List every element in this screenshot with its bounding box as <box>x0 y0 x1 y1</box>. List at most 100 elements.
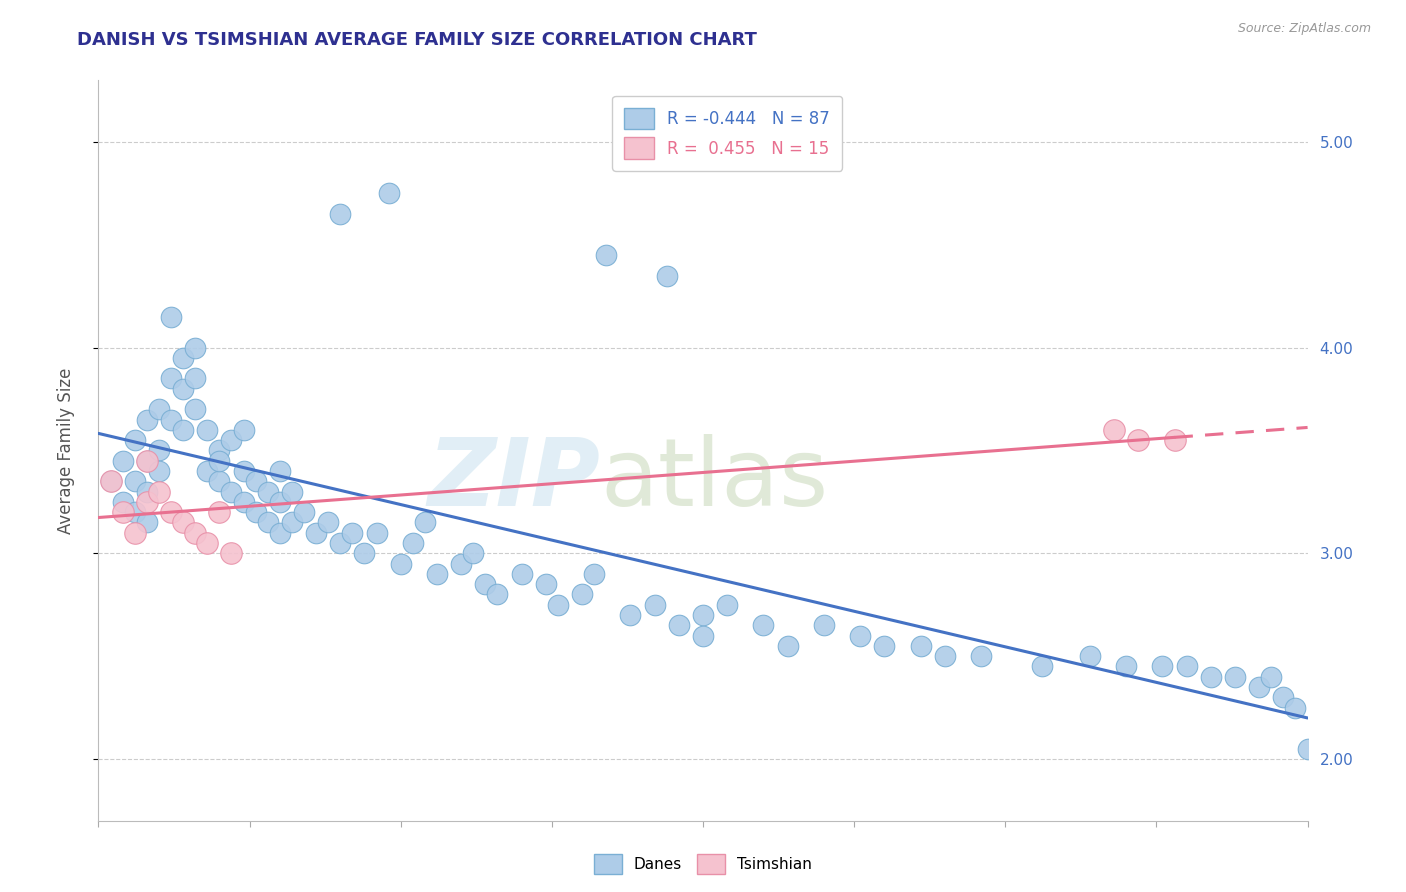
Point <box>970 649 993 664</box>
Point <box>100 475 122 489</box>
Point <box>534 577 557 591</box>
Point <box>124 433 146 447</box>
Point <box>221 484 243 499</box>
Point <box>135 484 157 499</box>
Point <box>316 516 339 530</box>
Point <box>111 495 134 509</box>
Point <box>1284 700 1306 714</box>
Point <box>1175 659 1198 673</box>
Point <box>160 505 183 519</box>
Point <box>329 207 352 221</box>
Point <box>776 639 799 653</box>
Point <box>486 587 509 601</box>
Text: ZIP: ZIP <box>427 434 600 526</box>
Point <box>583 566 606 581</box>
Point <box>172 423 194 437</box>
Point <box>208 443 231 458</box>
Point <box>413 516 436 530</box>
Point <box>716 598 738 612</box>
Point <box>292 505 315 519</box>
Point <box>813 618 835 632</box>
Point <box>160 412 183 426</box>
Point <box>668 618 690 632</box>
Point <box>195 423 218 437</box>
Point <box>329 536 352 550</box>
Point <box>172 382 194 396</box>
Point <box>281 484 304 499</box>
Point <box>148 443 170 458</box>
Point <box>148 464 170 478</box>
Point <box>450 557 472 571</box>
Point <box>342 525 364 540</box>
Point <box>1078 649 1101 664</box>
Point <box>571 587 593 601</box>
Point <box>221 433 243 447</box>
Point <box>752 618 775 632</box>
Point <box>1199 670 1222 684</box>
Point <box>208 505 231 519</box>
Point <box>172 351 194 365</box>
Point <box>148 484 170 499</box>
Point <box>849 628 872 642</box>
Point <box>655 268 678 283</box>
Point <box>208 475 231 489</box>
Point <box>547 598 569 612</box>
Point <box>148 402 170 417</box>
Text: DANISH VS TSIMSHIAN AVERAGE FAMILY SIZE CORRELATION CHART: DANISH VS TSIMSHIAN AVERAGE FAMILY SIZE … <box>77 31 758 49</box>
Point <box>873 639 896 653</box>
Point <box>111 505 134 519</box>
Point <box>644 598 666 612</box>
Point <box>135 454 157 468</box>
Point <box>1249 680 1271 694</box>
Point <box>474 577 496 591</box>
Point <box>1102 423 1125 437</box>
Point <box>256 484 278 499</box>
Point <box>426 566 449 581</box>
Point <box>305 525 328 540</box>
Point <box>463 546 485 560</box>
Point <box>619 607 641 622</box>
Point <box>256 516 278 530</box>
Point <box>184 371 207 385</box>
Point <box>510 566 533 581</box>
Point <box>366 525 388 540</box>
Point <box>692 607 714 622</box>
Point <box>595 248 617 262</box>
Point <box>1152 659 1174 673</box>
Point <box>245 475 267 489</box>
Point <box>160 310 183 324</box>
Legend: Danes, Tsimshian: Danes, Tsimshian <box>588 848 818 880</box>
Point <box>1223 670 1246 684</box>
Point <box>353 546 375 560</box>
Point <box>184 525 207 540</box>
Point <box>934 649 956 664</box>
Point <box>269 525 291 540</box>
Legend: R = -0.444   N = 87, R =  0.455   N = 15: R = -0.444 N = 87, R = 0.455 N = 15 <box>613 96 842 170</box>
Point <box>269 464 291 478</box>
Point <box>135 412 157 426</box>
Point <box>1031 659 1053 673</box>
Text: Source: ZipAtlas.com: Source: ZipAtlas.com <box>1237 22 1371 36</box>
Point <box>100 475 122 489</box>
Y-axis label: Average Family Size: Average Family Size <box>56 368 75 533</box>
Point <box>232 495 254 509</box>
Point <box>111 454 134 468</box>
Point <box>160 371 183 385</box>
Point <box>1272 690 1295 705</box>
Point <box>135 516 157 530</box>
Point <box>124 525 146 540</box>
Point <box>124 505 146 519</box>
Point <box>208 454 231 468</box>
Point <box>389 557 412 571</box>
Point <box>232 423 254 437</box>
Text: atlas: atlas <box>600 434 828 526</box>
Point <box>1115 659 1137 673</box>
Point <box>184 402 207 417</box>
Point <box>269 495 291 509</box>
Point <box>402 536 425 550</box>
Point <box>172 516 194 530</box>
Point <box>1296 741 1319 756</box>
Point <box>1128 433 1150 447</box>
Point <box>377 186 399 201</box>
Point <box>184 341 207 355</box>
